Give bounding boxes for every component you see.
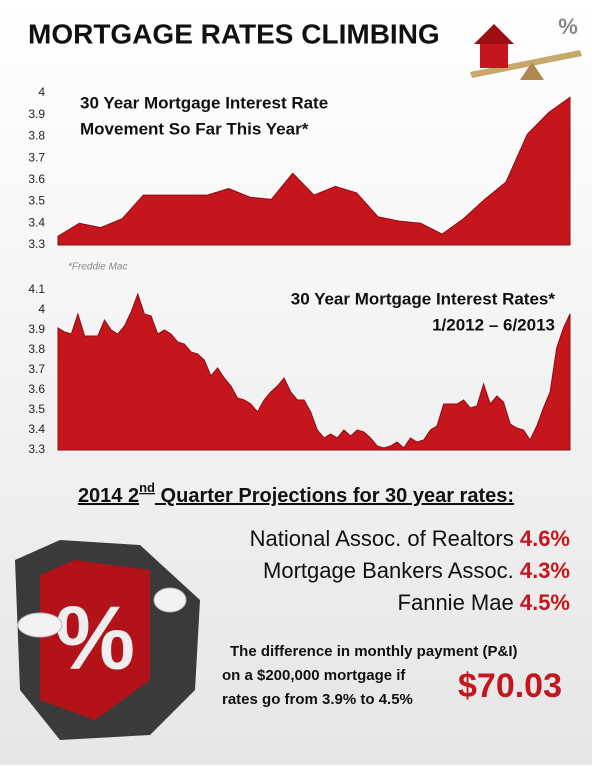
y-tick-label: 3.7 xyxy=(28,150,45,164)
rate-area xyxy=(57,292,571,451)
heading-part: 2014 2 xyxy=(78,485,139,507)
chart-title: Movement So Far This Year* xyxy=(80,119,309,138)
y-tick-label: 3.6 xyxy=(28,172,45,186)
projection-source: National Assoc. of Realtors xyxy=(250,526,514,551)
svg-text:%: % xyxy=(55,589,135,689)
y-tick-label: 3.4 xyxy=(28,422,45,436)
projection-row: National Assoc. of Realtors 4.6% xyxy=(250,526,570,551)
y-tick-label: 4.1 xyxy=(28,282,45,296)
difference-line: rates go from 3.9% to 4.5% xyxy=(222,691,413,708)
heading-sup: nd xyxy=(139,480,155,495)
projection-source: Mortgage Bankers Assoc. xyxy=(263,558,514,583)
chart-title: 30 Year Mortgage Interest Rate xyxy=(80,93,328,112)
y-tick-label: 3.6 xyxy=(28,382,45,396)
projection-row: Fannie Mae 4.5% xyxy=(398,590,570,615)
svg-text:%: % xyxy=(558,14,578,39)
projection-row: Mortgage Bankers Assoc. 4.3% xyxy=(263,558,570,583)
difference-text: The difference in monthly payment (P&I) o… xyxy=(222,643,518,708)
projection-rate: 4.3% xyxy=(520,558,570,583)
projections-heading: 2014 2nd Quarter Projections for 30 year… xyxy=(78,480,514,507)
percent-icon: % xyxy=(15,540,200,740)
difference-line: on a $200,000 mortgage if xyxy=(222,667,406,684)
projection-list: National Assoc. of Realtors 4.6%Mortgage… xyxy=(250,526,570,615)
projection-rate: 4.5% xyxy=(520,590,570,615)
house-scale-icon: % xyxy=(470,14,582,80)
y-tick-label: 3.3 xyxy=(28,442,45,456)
chart-title: 1/2012 – 6/2013 xyxy=(432,315,555,334)
y-tick-label: 3.8 xyxy=(28,129,45,143)
y-tick-label: 3.5 xyxy=(28,402,45,416)
y-tick-label: 3.9 xyxy=(28,322,45,336)
heading-part: Quarter Projections for 30 year rates: xyxy=(155,485,514,507)
y-tick-label: 3.8 xyxy=(28,342,45,356)
difference-line: The difference in monthly payment (P&I) xyxy=(230,643,518,660)
payment-difference: $70.03 xyxy=(458,667,562,705)
page-title: MORTGAGE RATES CLIMBING xyxy=(28,18,440,49)
rate-area xyxy=(57,96,571,246)
y-tick-label: 3.7 xyxy=(28,362,45,376)
y-tick-label: 3.4 xyxy=(28,215,45,229)
y-tick-label: 3.5 xyxy=(28,194,45,208)
source-note: *Freddie Mac xyxy=(68,262,127,273)
y-tick-label: 3.3 xyxy=(28,237,45,251)
y-tick-label: 4 xyxy=(38,302,45,316)
y-tick-label: 3.9 xyxy=(28,107,45,121)
chart-title: 30 Year Mortgage Interest Rates* xyxy=(291,289,556,308)
projection-source: Fannie Mae xyxy=(398,590,514,615)
projection-rate: 4.6% xyxy=(520,526,570,551)
y-tick-label: 4 xyxy=(38,85,45,99)
